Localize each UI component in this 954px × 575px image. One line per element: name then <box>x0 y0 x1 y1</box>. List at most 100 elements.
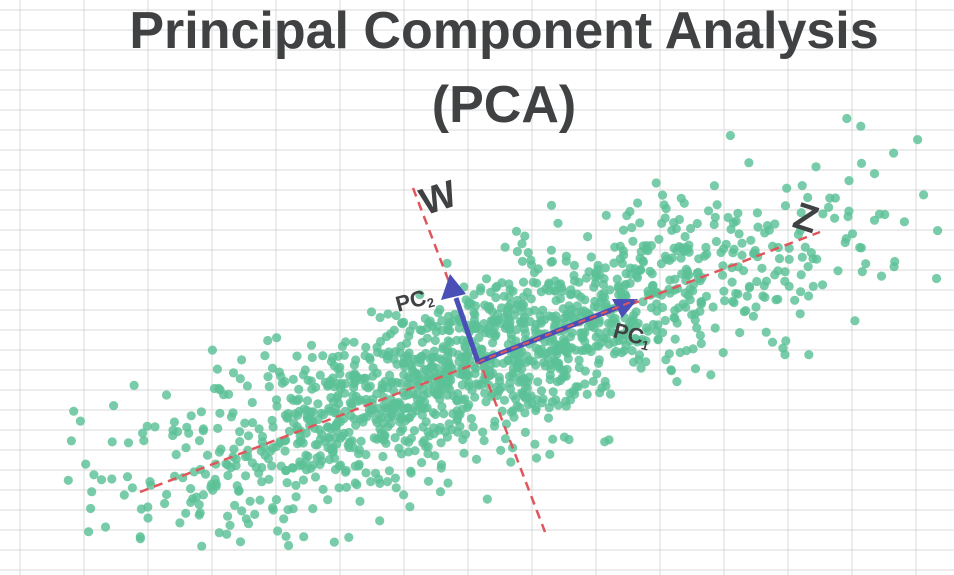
scatter-point <box>595 388 605 398</box>
scatter-point <box>350 478 360 488</box>
scatter-point <box>390 473 400 483</box>
scatter-point <box>122 472 133 482</box>
scatter-point <box>589 282 599 292</box>
scatter-point <box>660 315 670 326</box>
scatter-point <box>300 365 310 375</box>
scatter-point <box>933 226 943 236</box>
scatter-point <box>751 302 761 312</box>
scatter-point <box>657 218 667 228</box>
scatter-point <box>476 344 486 354</box>
scatter-point <box>412 376 422 386</box>
scatter-point <box>365 381 375 391</box>
scatter-point <box>847 229 858 239</box>
scatter-point <box>169 417 179 427</box>
scatter-point <box>850 316 860 326</box>
scatter-point <box>681 275 691 286</box>
pc1-label-subscript: 1 <box>640 337 651 353</box>
scatter-point <box>230 500 240 510</box>
scatter-point <box>216 444 226 454</box>
scatter-point <box>499 395 510 405</box>
scatter-point <box>430 451 440 461</box>
scatter-point <box>533 377 543 387</box>
scatter-point <box>335 369 345 379</box>
scatter-point <box>175 518 185 528</box>
scatter-point <box>784 243 794 253</box>
scatter-point <box>549 355 559 365</box>
scatter-point <box>508 371 518 382</box>
scatter-point <box>181 508 191 518</box>
scatter-point <box>757 263 767 273</box>
scatter-point <box>375 312 385 323</box>
scatter-point <box>638 257 649 267</box>
scatter-point <box>453 389 463 399</box>
scatter-point <box>127 483 137 493</box>
scatter-point <box>334 461 344 471</box>
scatter-point <box>436 463 446 473</box>
scatter-point <box>590 268 601 278</box>
scatter-point <box>547 312 558 322</box>
scatter-point <box>711 236 722 247</box>
scatter-point <box>551 295 561 306</box>
scatter-point <box>291 480 301 490</box>
scatter-point <box>303 375 313 385</box>
scatter-point <box>195 508 205 518</box>
scatter-point <box>767 337 778 347</box>
scatter-point <box>603 318 614 328</box>
scatter-point <box>562 364 572 374</box>
scatter-point <box>719 286 729 296</box>
scatter-point <box>379 400 389 410</box>
scatter-point <box>257 477 267 487</box>
scatter-point <box>856 121 866 131</box>
scatter-point <box>302 405 312 415</box>
scatter-point <box>457 335 467 345</box>
scatter-point <box>223 470 233 481</box>
scatter-point <box>405 502 415 512</box>
scatter-point <box>226 462 236 473</box>
scatter-point <box>423 388 433 398</box>
scatter-point <box>254 424 264 434</box>
scatter-point <box>461 429 471 439</box>
scatter-point <box>523 248 533 258</box>
scatter-point <box>627 223 637 233</box>
scatter-point <box>720 296 730 306</box>
scatter-point <box>784 254 794 264</box>
scatter-point <box>410 446 420 456</box>
scatter-point <box>275 436 285 447</box>
scatter-point <box>427 353 437 363</box>
scatter-point <box>472 322 482 332</box>
scatter-point <box>213 423 223 433</box>
scatter-point <box>86 503 96 514</box>
scatter-point <box>520 231 530 241</box>
scatter-point <box>294 394 304 404</box>
scatter-point <box>731 216 741 226</box>
scatter-point <box>433 308 443 318</box>
scatter-point <box>373 347 383 357</box>
scatter-point <box>318 484 328 494</box>
scatter-point <box>513 358 524 369</box>
scatter-point <box>844 206 854 216</box>
scatter-point <box>596 337 607 348</box>
scatter-point <box>317 429 327 439</box>
scatter-point <box>184 428 194 438</box>
scatter-point <box>580 295 590 305</box>
scatter-point <box>378 383 388 393</box>
scatter-point <box>383 309 393 319</box>
scatter-point <box>492 390 502 401</box>
scatter-point <box>616 287 626 297</box>
scatter-point <box>647 269 657 279</box>
scatter-point <box>686 223 696 234</box>
scatter-point <box>392 359 402 369</box>
scatter-point <box>761 327 771 337</box>
scatter-point <box>694 254 704 264</box>
scatter-point <box>240 418 250 428</box>
scatter-point <box>286 393 296 403</box>
scatter-point <box>298 475 308 485</box>
scatter-point <box>520 408 530 418</box>
scatter-point <box>618 225 629 235</box>
scatter-point <box>526 294 536 304</box>
scatter-point <box>611 329 621 339</box>
scatter-point <box>688 344 698 354</box>
scatter-point <box>604 339 614 349</box>
scatter-point <box>242 381 252 391</box>
scatter-point <box>354 445 364 455</box>
